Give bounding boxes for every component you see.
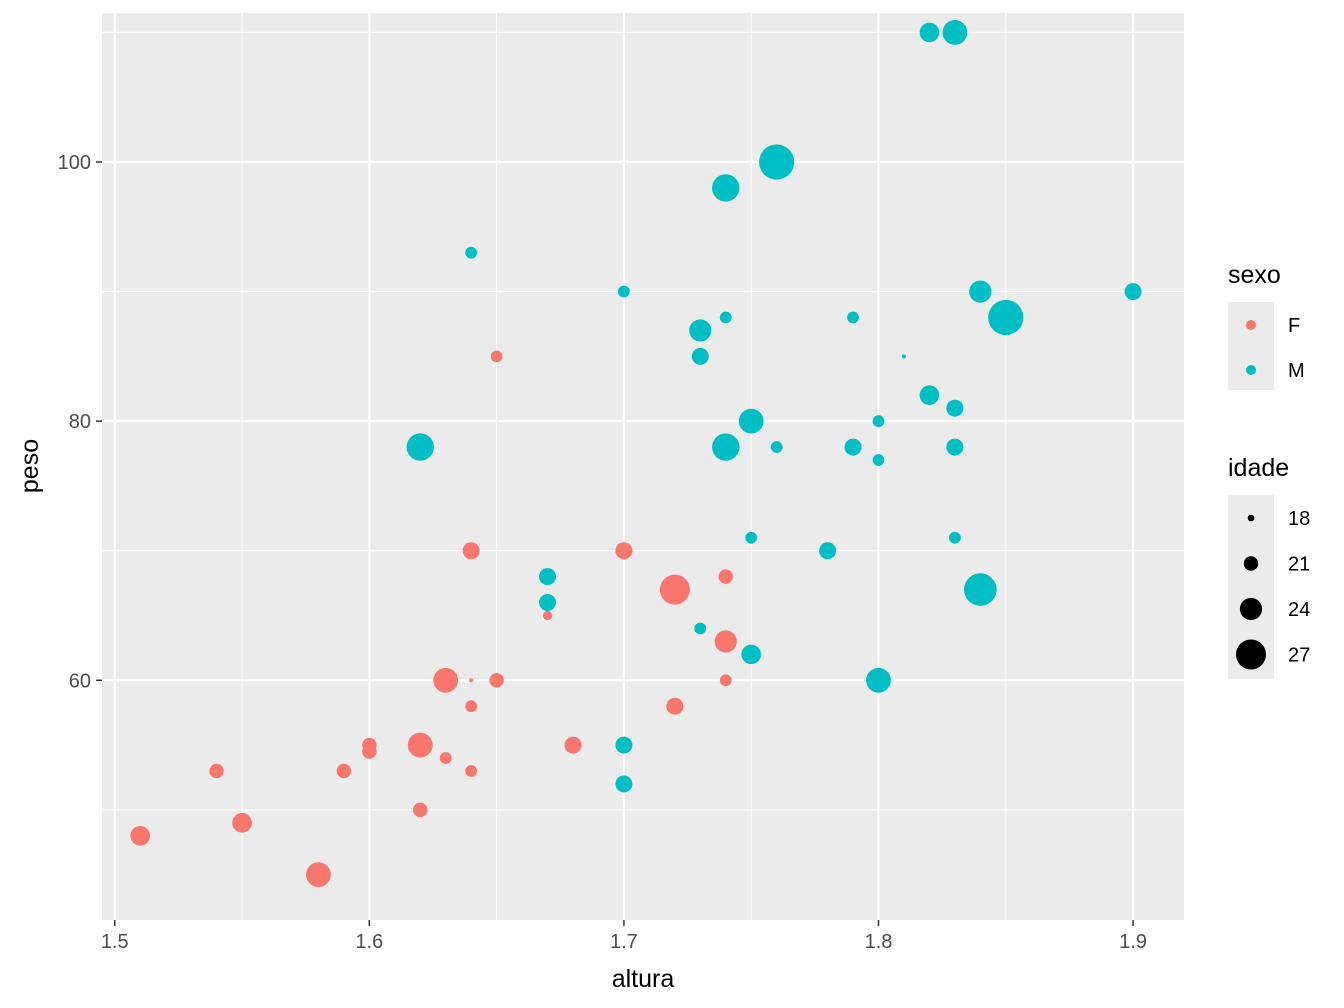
data-point-M	[946, 438, 964, 456]
size-legend-key-24	[1239, 597, 1263, 621]
data-point-M	[694, 622, 707, 635]
data-point-F	[433, 667, 459, 693]
y-axis-ticks: 60 80 100	[58, 152, 102, 692]
data-point-F	[306, 862, 331, 888]
data-point-F	[362, 744, 377, 759]
x-tick-label: 1.7	[610, 931, 638, 953]
data-point-M	[539, 568, 557, 586]
major-gridlines	[102, 13, 1184, 920]
data-point-M	[988, 299, 1024, 336]
data-point-M	[819, 542, 837, 560]
y-tick-label: 80	[69, 411, 91, 433]
minor-gridlines	[102, 13, 1184, 920]
data-point-F	[615, 542, 633, 560]
size-legend-key-27	[1236, 639, 1266, 670]
size-legend: idade 18 21 24 27	[1228, 454, 1310, 679]
data-point-M	[946, 399, 964, 417]
y-axis-title: peso	[16, 439, 44, 493]
data-point-F	[465, 765, 478, 777]
color-legend-label-M: M	[1288, 360, 1305, 382]
data-point-M	[712, 433, 740, 461]
y-tick-label: 60	[69, 670, 91, 692]
color-legend-title: sexo	[1228, 261, 1281, 289]
data-point-M	[847, 311, 859, 324]
x-tick-label: 1.6	[355, 931, 383, 953]
data-point-M	[948, 531, 961, 544]
data-point-M	[866, 667, 891, 693]
data-point-F	[564, 736, 582, 754]
color-legend-key-background	[1228, 302, 1274, 390]
data-point-F	[659, 574, 690, 605]
data-point-M	[406, 433, 434, 461]
size-legend-key-21	[1243, 556, 1259, 571]
x-tick-label: 1.8	[865, 931, 893, 953]
data-point-M	[618, 285, 630, 298]
data-point-M	[872, 454, 885, 466]
size-legend-label-21: 21	[1288, 554, 1310, 576]
data-point-M	[691, 347, 709, 365]
data-point-M	[1124, 283, 1142, 301]
data-point-M	[615, 736, 633, 754]
data-point-M	[689, 319, 712, 342]
size-legend-label-27: 27	[1288, 645, 1310, 667]
data-point-M	[745, 531, 758, 544]
data-point-M	[969, 280, 992, 303]
color-legend-key-M	[1246, 365, 1256, 375]
data-point-M	[615, 775, 633, 793]
data-point-M	[844, 438, 862, 456]
color-legend: sexo F M	[1228, 261, 1305, 390]
data-point-F	[542, 610, 553, 621]
data-point-M	[770, 441, 783, 453]
size-legend-label-24: 24	[1288, 599, 1310, 621]
size-legend-key-18	[1247, 514, 1255, 522]
data-point-M	[465, 246, 478, 259]
x-axis-title: altura	[612, 965, 675, 993]
data-points	[130, 20, 1142, 888]
data-point-F	[465, 700, 478, 713]
color-legend-key-F	[1246, 320, 1256, 330]
data-point-F	[714, 630, 737, 653]
color-legend-label-F: F	[1288, 315, 1300, 337]
data-point-F	[462, 542, 480, 560]
data-point-M	[942, 20, 968, 45]
x-tick-label: 1.5	[101, 931, 129, 953]
data-point-M	[872, 415, 885, 428]
data-point-F	[489, 673, 504, 688]
data-point-F	[130, 825, 150, 846]
data-point-M	[759, 144, 795, 180]
x-axis-ticks: 1.5 1.6 1.7 1.8 1.9	[101, 920, 1147, 953]
data-point-M	[741, 644, 761, 665]
data-point-M	[719, 311, 732, 324]
data-point-F	[439, 752, 452, 764]
x-tick-label: 1.9	[1119, 931, 1147, 953]
data-point-F	[718, 569, 733, 584]
data-point-M	[901, 354, 906, 359]
data-point-F	[469, 678, 474, 683]
data-point-M	[919, 22, 940, 43]
data-point-F	[490, 350, 503, 363]
data-point-F	[336, 763, 352, 779]
data-point-M	[712, 174, 740, 202]
data-point-F	[719, 674, 732, 687]
data-point-M	[738, 408, 764, 434]
data-point-M	[539, 594, 557, 612]
size-legend-label-18: 18	[1288, 508, 1310, 530]
data-point-F	[413, 802, 428, 818]
data-point-M	[919, 385, 940, 406]
y-tick-label: 100	[58, 152, 91, 174]
data-point-F	[666, 697, 684, 715]
plot-panel	[102, 13, 1184, 920]
data-point-M	[964, 573, 997, 606]
size-legend-title: idade	[1228, 454, 1289, 482]
data-point-F	[232, 813, 252, 833]
data-point-F	[209, 763, 224, 779]
data-point-F	[407, 732, 433, 758]
